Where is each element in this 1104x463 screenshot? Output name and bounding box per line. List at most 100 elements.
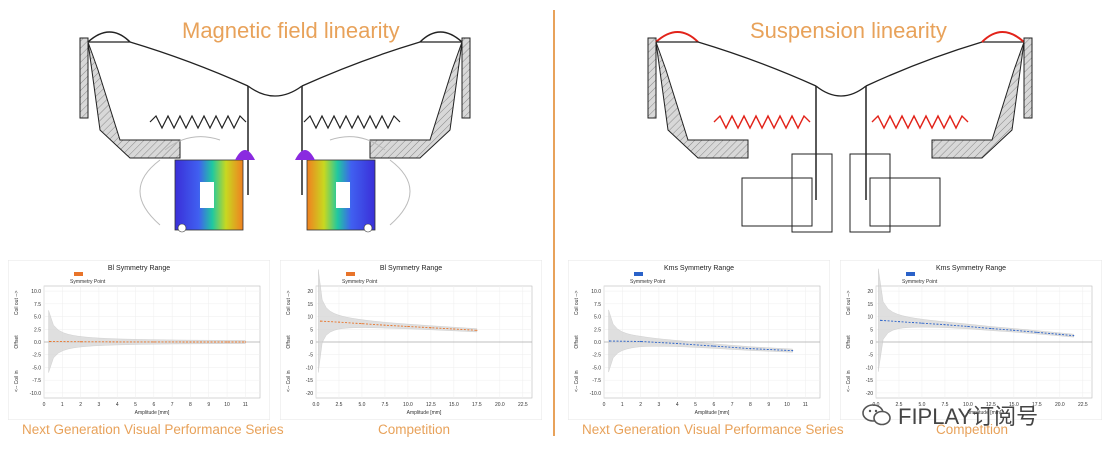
x-tick-label: 9 <box>207 402 210 408</box>
symmetry-point <box>791 350 794 352</box>
symmetry-point <box>226 341 228 343</box>
x-axis-label: Amplitude [mm] <box>135 410 170 416</box>
x-tick-label: 7.5 <box>941 402 948 408</box>
symmetry-point <box>189 341 192 343</box>
x-tick-label: 1 <box>61 402 64 408</box>
symmetry-point <box>921 322 923 324</box>
x-tick-label: 22.5 <box>1078 402 1088 408</box>
suspension-panel: Suspension linearity Kms Symmetry Range S… <box>556 0 1104 463</box>
y-tick-label: 0 <box>310 340 313 346</box>
y-axis-label-mid: Offset <box>574 335 580 349</box>
y-tick-label: -5 <box>869 353 874 359</box>
x-tick-label: 10.0 <box>963 402 973 408</box>
y-tick-label: 7.5 <box>594 302 601 308</box>
x-tick-label: 4 <box>676 402 679 408</box>
x-tick-label: 11 <box>243 402 248 408</box>
symmetry-point <box>476 329 478 331</box>
x-tick-label: 3 <box>658 402 661 408</box>
symmetry-point <box>1073 335 1075 337</box>
y-tick-label: -2.5 <box>32 353 41 359</box>
y-tick-label: -5 <box>309 353 314 359</box>
y-axis-label-mid: Offset <box>286 335 292 349</box>
y-tick-label: 2.5 <box>34 327 41 333</box>
x-tick-label: 7.5 <box>381 402 388 408</box>
y-tick-label: 20 <box>867 289 873 295</box>
suspension-title: Suspension linearity <box>750 18 947 43</box>
y-axis-label-bottom: <-- Coil in <box>286 370 292 392</box>
y-tick-label: 5 <box>310 327 313 333</box>
symmetry-envelope <box>318 269 478 373</box>
y-tick-label: -7.5 <box>592 378 601 384</box>
y-tick-label: -10 <box>866 365 873 371</box>
symmetry-point <box>153 341 155 343</box>
x-tick-label: 5.0 <box>918 402 925 408</box>
symmetry-point <box>967 325 969 328</box>
symmetry-point <box>244 341 246 343</box>
y-tick-label: 20 <box>307 289 313 295</box>
caption-ngvps-left: Next Generation Visual Performance Serie… <box>22 422 284 437</box>
y-tick-label: 0.0 <box>34 340 41 346</box>
symmetry-point <box>1036 331 1038 333</box>
chart-title: Kms Symmetry Range <box>936 265 1006 272</box>
y-tick-label: -7.5 <box>32 378 41 384</box>
watermark: FIPLAY订阅号 <box>862 400 1038 430</box>
x-tick-label: 6 <box>712 402 715 408</box>
symmetry-point <box>407 325 409 328</box>
x-tick-label: 20.0 <box>1055 402 1065 408</box>
wechat-icon <box>862 404 891 426</box>
symmetry-point <box>990 327 992 330</box>
y-tick-label: 5.0 <box>34 315 41 321</box>
y-tick-label: 2.5 <box>594 327 601 333</box>
y-tick-label: -5.0 <box>592 365 601 371</box>
symmetry-point-line <box>320 320 477 331</box>
panel-divider <box>553 10 555 436</box>
symmetry-point <box>944 324 946 326</box>
symmetry-point <box>1013 329 1015 331</box>
x-tick-label: 2 <box>79 402 82 408</box>
watermark-text: FIPLAY订阅号 <box>898 404 1039 429</box>
legend-label: Symmetry Point <box>630 279 666 285</box>
legend-swatch <box>634 272 643 276</box>
y-tick-label: -10.0 <box>590 391 602 397</box>
x-tick-label: 15.0 <box>1009 402 1019 408</box>
x-tick-label: 8 <box>749 402 752 408</box>
symmetry-point-line <box>880 319 1074 337</box>
legend-label: Symmetry Point <box>342 279 378 285</box>
x-tick-label: 0.0 <box>313 402 320 408</box>
x-tick-label: 22.5 <box>518 402 528 408</box>
symmetry-point <box>749 348 752 350</box>
x-tick-label: 10.0 <box>403 402 413 408</box>
y-tick-label: -20 <box>866 391 873 397</box>
symmetry-point <box>676 342 678 345</box>
y-tick-label: -10 <box>306 365 313 371</box>
caption-competition-right: Competition <box>936 422 1009 437</box>
x-tick-label: 15.0 <box>449 402 459 408</box>
y-tick-label: 15 <box>867 302 873 308</box>
y-tick-label: -20 <box>306 391 313 397</box>
y-tick-label: 10 <box>867 315 873 321</box>
symmetry-envelope <box>878 268 1074 372</box>
chart-title: Kms Symmetry Range <box>664 265 734 272</box>
y-tick-label: 5.0 <box>594 315 601 321</box>
y-tick-label: 0 <box>870 340 873 346</box>
y-axis-label-mid: Offset <box>846 335 852 349</box>
x-tick-label: 4 <box>116 402 119 408</box>
x-tick-label: 10 <box>224 402 230 408</box>
symmetry-point <box>898 321 900 323</box>
x-axis-label: Amplitude [mm] <box>967 410 1002 416</box>
x-tick-label: 5 <box>134 402 137 408</box>
y-tick-label: 10.0 <box>31 289 41 295</box>
x-tick-label: 6 <box>152 402 155 408</box>
y-tick-label: 15 <box>307 302 313 308</box>
y-axis-label-top: Coil out --> <box>574 290 580 315</box>
x-tick-label: 7 <box>731 402 734 408</box>
x-tick-label: 8 <box>189 402 192 408</box>
symmetry-point <box>713 345 715 347</box>
x-tick-label: 5 <box>694 402 697 408</box>
symmetry-point <box>453 328 455 330</box>
x-tick-label: 2.5 <box>336 402 343 408</box>
symmetry-point <box>879 319 882 321</box>
symmetry-point <box>608 340 611 342</box>
